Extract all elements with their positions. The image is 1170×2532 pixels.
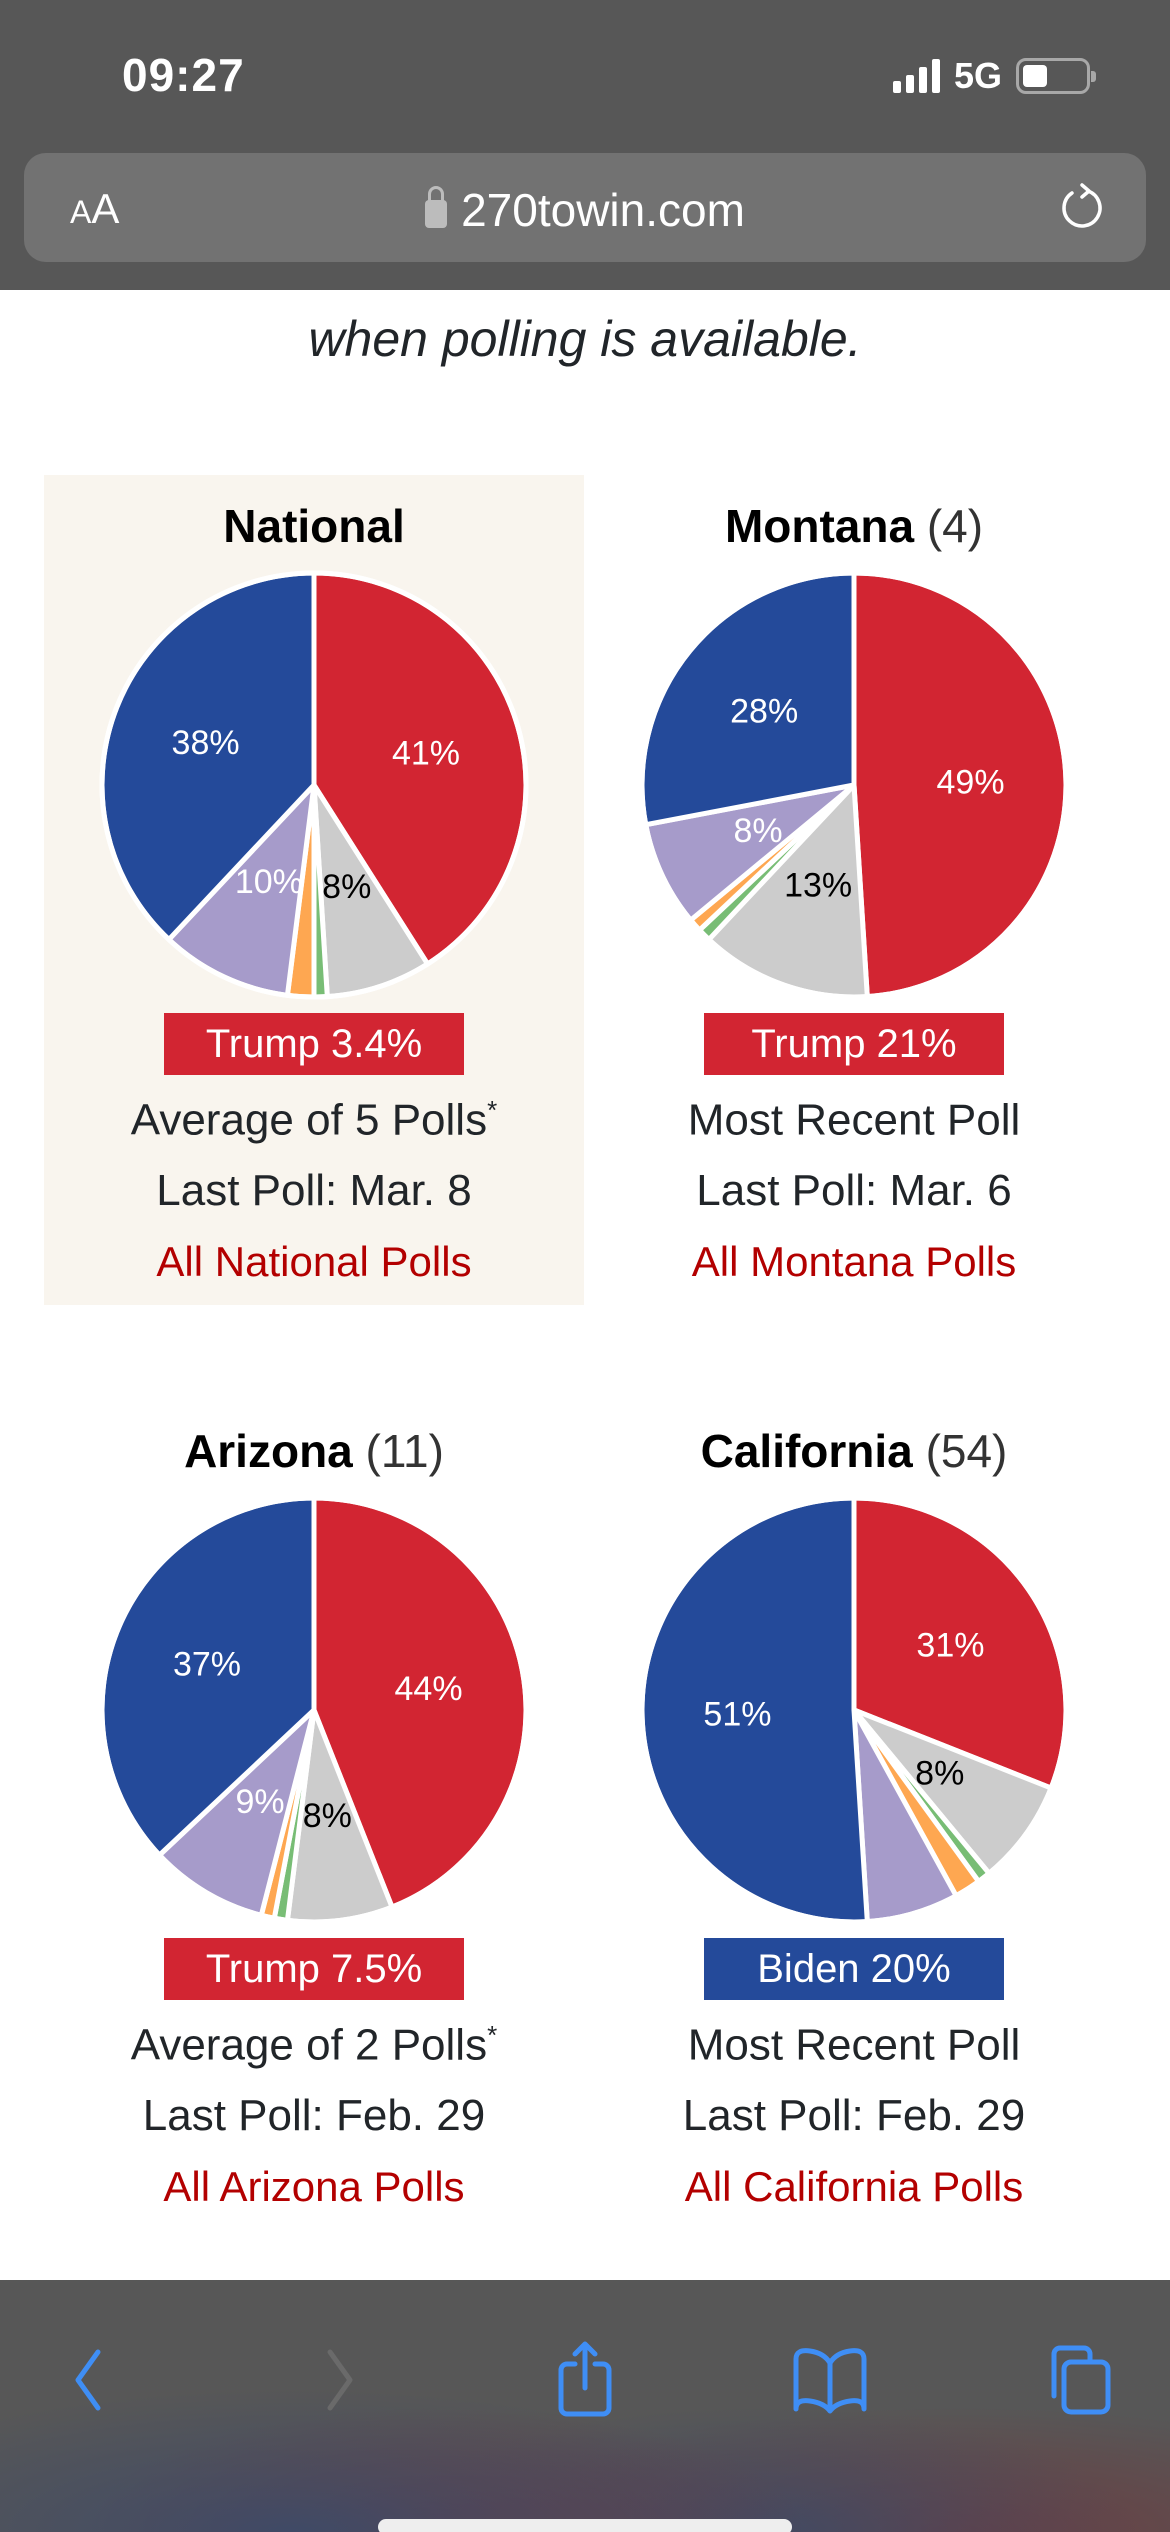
- all-polls-link[interactable]: All California Polls: [684, 2162, 1024, 2210]
- poll-method: Average of 5 Polls*: [44, 1075, 584, 1156]
- text-size-button[interactable]: AA: [70, 185, 119, 233]
- cellular-signal-icon: [892, 59, 940, 93]
- lead-badge: Trump 3.4%: [164, 1013, 464, 1075]
- pie-label-democrat: 28%: [730, 693, 798, 731]
- text-size-large-label: A: [91, 185, 120, 232]
- battery-icon: [1016, 58, 1096, 94]
- pie-chart[interactable]: 49% 13%8% 28%: [634, 565, 1074, 1005]
- poll-method: Most Recent Poll: [584, 1075, 1124, 1156]
- network-type: 5G: [953, 55, 1002, 96]
- method-text: Average of 5 Polls: [130, 1095, 488, 1145]
- forward-button[interactable]: [300, 2340, 380, 2420]
- poll-panel-california: California (54) 31% 8% 51% Biden 20% Most …: [584, 1400, 1124, 2230]
- all-polls-link[interactable]: All National Polls: [156, 1237, 472, 1285]
- pie-chart[interactable]: 41% 8% 10% 38%: [94, 565, 534, 1005]
- pie-label-democrat: 37%: [173, 1646, 241, 1684]
- pie-label-republican: 31%: [916, 1626, 984, 1664]
- page-content: when polling is available. National 41% 8…: [0, 290, 1170, 2280]
- status-time: 09:27: [122, 49, 245, 101]
- pie-label-independent: 10%: [235, 863, 303, 901]
- pie-chart[interactable]: 31% 8% 51%: [634, 1490, 1074, 1930]
- poll-method: Most Recent Poll: [584, 2000, 1124, 2081]
- footnote-asterisk: *: [487, 1095, 498, 1125]
- home-indicator[interactable]: [378, 2519, 792, 2532]
- pie-label-republican: 44%: [395, 1670, 463, 1708]
- pie-label-other: 13%: [784, 867, 852, 905]
- status-indicators: 5G: [892, 55, 1096, 97]
- electoral-votes: (54): [925, 1425, 1008, 1477]
- pie-label-independent: 9%: [235, 1783, 284, 1821]
- intro-text: when polling is available.: [308, 311, 862, 367]
- poll-panel-arizona: Arizona (11) 44% 8% 9% 37% Trump 7.5% Avera…: [44, 1400, 584, 2230]
- electoral-votes: (4): [926, 500, 984, 552]
- share-button[interactable]: [545, 2340, 625, 2420]
- text-size-small-label: A: [70, 194, 92, 230]
- pie-label-democrat: 38%: [172, 724, 240, 762]
- method-text: Most Recent Poll: [687, 1095, 1021, 1145]
- chevron-left-icon: [75, 2349, 101, 2411]
- state-name: California: [700, 1425, 913, 1477]
- book-icon: [793, 2348, 867, 2414]
- poll-panel-national: National 41% 8% 10% 38% Trump 3.4% Average …: [44, 475, 584, 1305]
- chevron-right-icon: [327, 2349, 353, 2411]
- last-poll-date: Last Poll: Mar. 6: [696, 1165, 1012, 1215]
- pie-label-other: 8%: [322, 868, 371, 906]
- panel-title: California (54): [584, 1422, 1124, 1480]
- footnote-asterisk: *: [487, 2020, 498, 2050]
- address-bar[interactable]: AA 270towin.com: [24, 153, 1146, 262]
- last-poll-date: Last Poll: Feb. 29: [682, 2090, 1026, 2140]
- pie-outline: [639, 1495, 1069, 1925]
- state-name: Arizona: [184, 1425, 353, 1477]
- panel-title: National: [44, 497, 584, 555]
- pie-label-republican: 49%: [937, 763, 1005, 801]
- url-display[interactable]: 270towin.com: [24, 183, 1146, 237]
- state-name: National: [223, 500, 405, 552]
- pie-outline: [99, 570, 529, 1000]
- all-polls-link[interactable]: All Montana Polls: [691, 1237, 1017, 1285]
- reload-icon[interactable]: [1058, 183, 1106, 231]
- share-icon: [558, 2341, 612, 2417]
- lock-icon: [425, 186, 448, 228]
- browser-top-chrome: 09:27 5G AA 270towin.com: [0, 0, 1170, 290]
- panel-title: Montana (4): [584, 497, 1124, 555]
- lead-badge: Trump 7.5%: [164, 1938, 464, 2000]
- lead-badge: Trump 21%: [704, 1013, 1004, 1075]
- tabs-button[interactable]: [1040, 2340, 1120, 2420]
- electoral-votes: (11): [365, 1425, 444, 1477]
- poll-method: Average of 2 Polls*: [44, 2000, 584, 2081]
- state-name: Montana: [724, 500, 915, 552]
- pie-label-other: 8%: [303, 1797, 352, 1835]
- method-text: Most Recent Poll: [687, 2020, 1021, 2070]
- pie-label-other: 8%: [915, 1754, 964, 1792]
- method-text: Average of 2 Polls: [130, 2020, 488, 2070]
- url-text: 270towin.com: [461, 184, 745, 236]
- lead-badge: Biden 20%: [704, 1938, 1004, 2000]
- last-poll-date: Last Poll: Feb. 29: [142, 2090, 486, 2140]
- pie-outline: [639, 570, 1069, 1000]
- tabs-icon: [1051, 2345, 1111, 2415]
- pie-chart[interactable]: 44% 8% 9% 37%: [94, 1490, 534, 1930]
- pie-label-democrat: 51%: [703, 1696, 771, 1734]
- pie-outline: [99, 1495, 529, 1925]
- all-polls-link[interactable]: All Arizona Polls: [163, 2162, 465, 2210]
- back-button[interactable]: [48, 2340, 128, 2420]
- pie-label-republican: 41%: [392, 734, 460, 772]
- browser-bottom-toolbar: [0, 2280, 1170, 2532]
- bookmarks-button[interactable]: [790, 2340, 870, 2420]
- last-poll-date: Last Poll: Mar. 8: [156, 1165, 472, 1215]
- panel-title: Arizona (11): [44, 1422, 584, 1480]
- battery-fill: [1023, 65, 1047, 87]
- poll-panel-montana: Montana (4) 49% 13% 8% 28% Trump 21% Most R…: [584, 475, 1124, 1305]
- pie-label-independent: 8%: [734, 812, 783, 850]
